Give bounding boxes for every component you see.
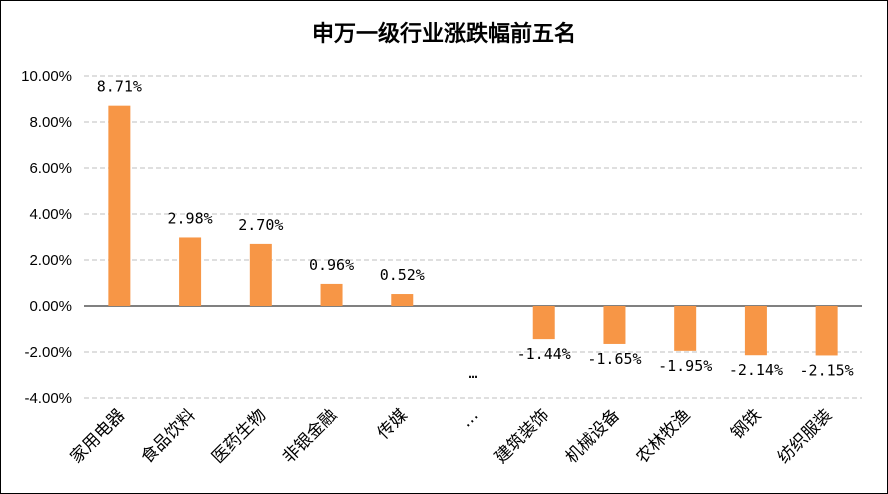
y-tick-label: -4.00% bbox=[24, 390, 72, 407]
bar bbox=[744, 306, 767, 356]
data-label: -2.14% bbox=[729, 361, 783, 379]
data-label: -1.65% bbox=[587, 350, 641, 368]
data-label: 2.70% bbox=[238, 216, 283, 234]
bar bbox=[108, 105, 131, 306]
data-label: 0.52% bbox=[380, 266, 425, 284]
category-label: 家用电器 bbox=[67, 405, 129, 467]
y-tick-label: 0.00% bbox=[29, 298, 72, 315]
data-label: -1.95% bbox=[658, 357, 712, 375]
data-label: 0.96% bbox=[309, 256, 354, 274]
bar bbox=[674, 306, 697, 351]
y-tick-label: 6.00% bbox=[29, 160, 72, 177]
category-label: 纺织服装 bbox=[774, 405, 836, 467]
category-label: 食品饮料 bbox=[137, 405, 199, 467]
category-label: 农林牧渔 bbox=[632, 405, 694, 467]
y-tick-label: 8.00% bbox=[29, 114, 72, 131]
y-tick-label: 4.00% bbox=[29, 206, 72, 223]
data-label: 8.71% bbox=[97, 78, 142, 96]
y-tick-label: 2.00% bbox=[29, 252, 72, 269]
data-label: -2.15% bbox=[800, 361, 854, 379]
bar bbox=[179, 237, 202, 306]
category-label: 机械设备 bbox=[562, 405, 624, 467]
data-label: -1.44% bbox=[517, 345, 571, 363]
chart-title: 申万一级行业涨跌幅前五名 bbox=[311, 21, 576, 47]
y-tick-label: 10.00% bbox=[21, 68, 72, 85]
bar bbox=[320, 283, 343, 306]
bar bbox=[391, 294, 414, 306]
category-label: 钢铁 bbox=[727, 405, 765, 443]
category-label: … bbox=[456, 405, 482, 431]
category-label: 建筑装饰 bbox=[491, 405, 553, 467]
category-label: 传媒 bbox=[374, 405, 412, 443]
bar bbox=[249, 243, 272, 306]
bar bbox=[603, 306, 626, 344]
category-label: 非银金融 bbox=[279, 405, 341, 467]
bar bbox=[532, 306, 555, 340]
data-label: 2.98% bbox=[168, 209, 213, 227]
y-tick-label: -2.00% bbox=[24, 344, 72, 361]
bar bbox=[815, 306, 838, 356]
data-label: … bbox=[468, 364, 477, 382]
category-label: 医药生物 bbox=[208, 405, 270, 467]
